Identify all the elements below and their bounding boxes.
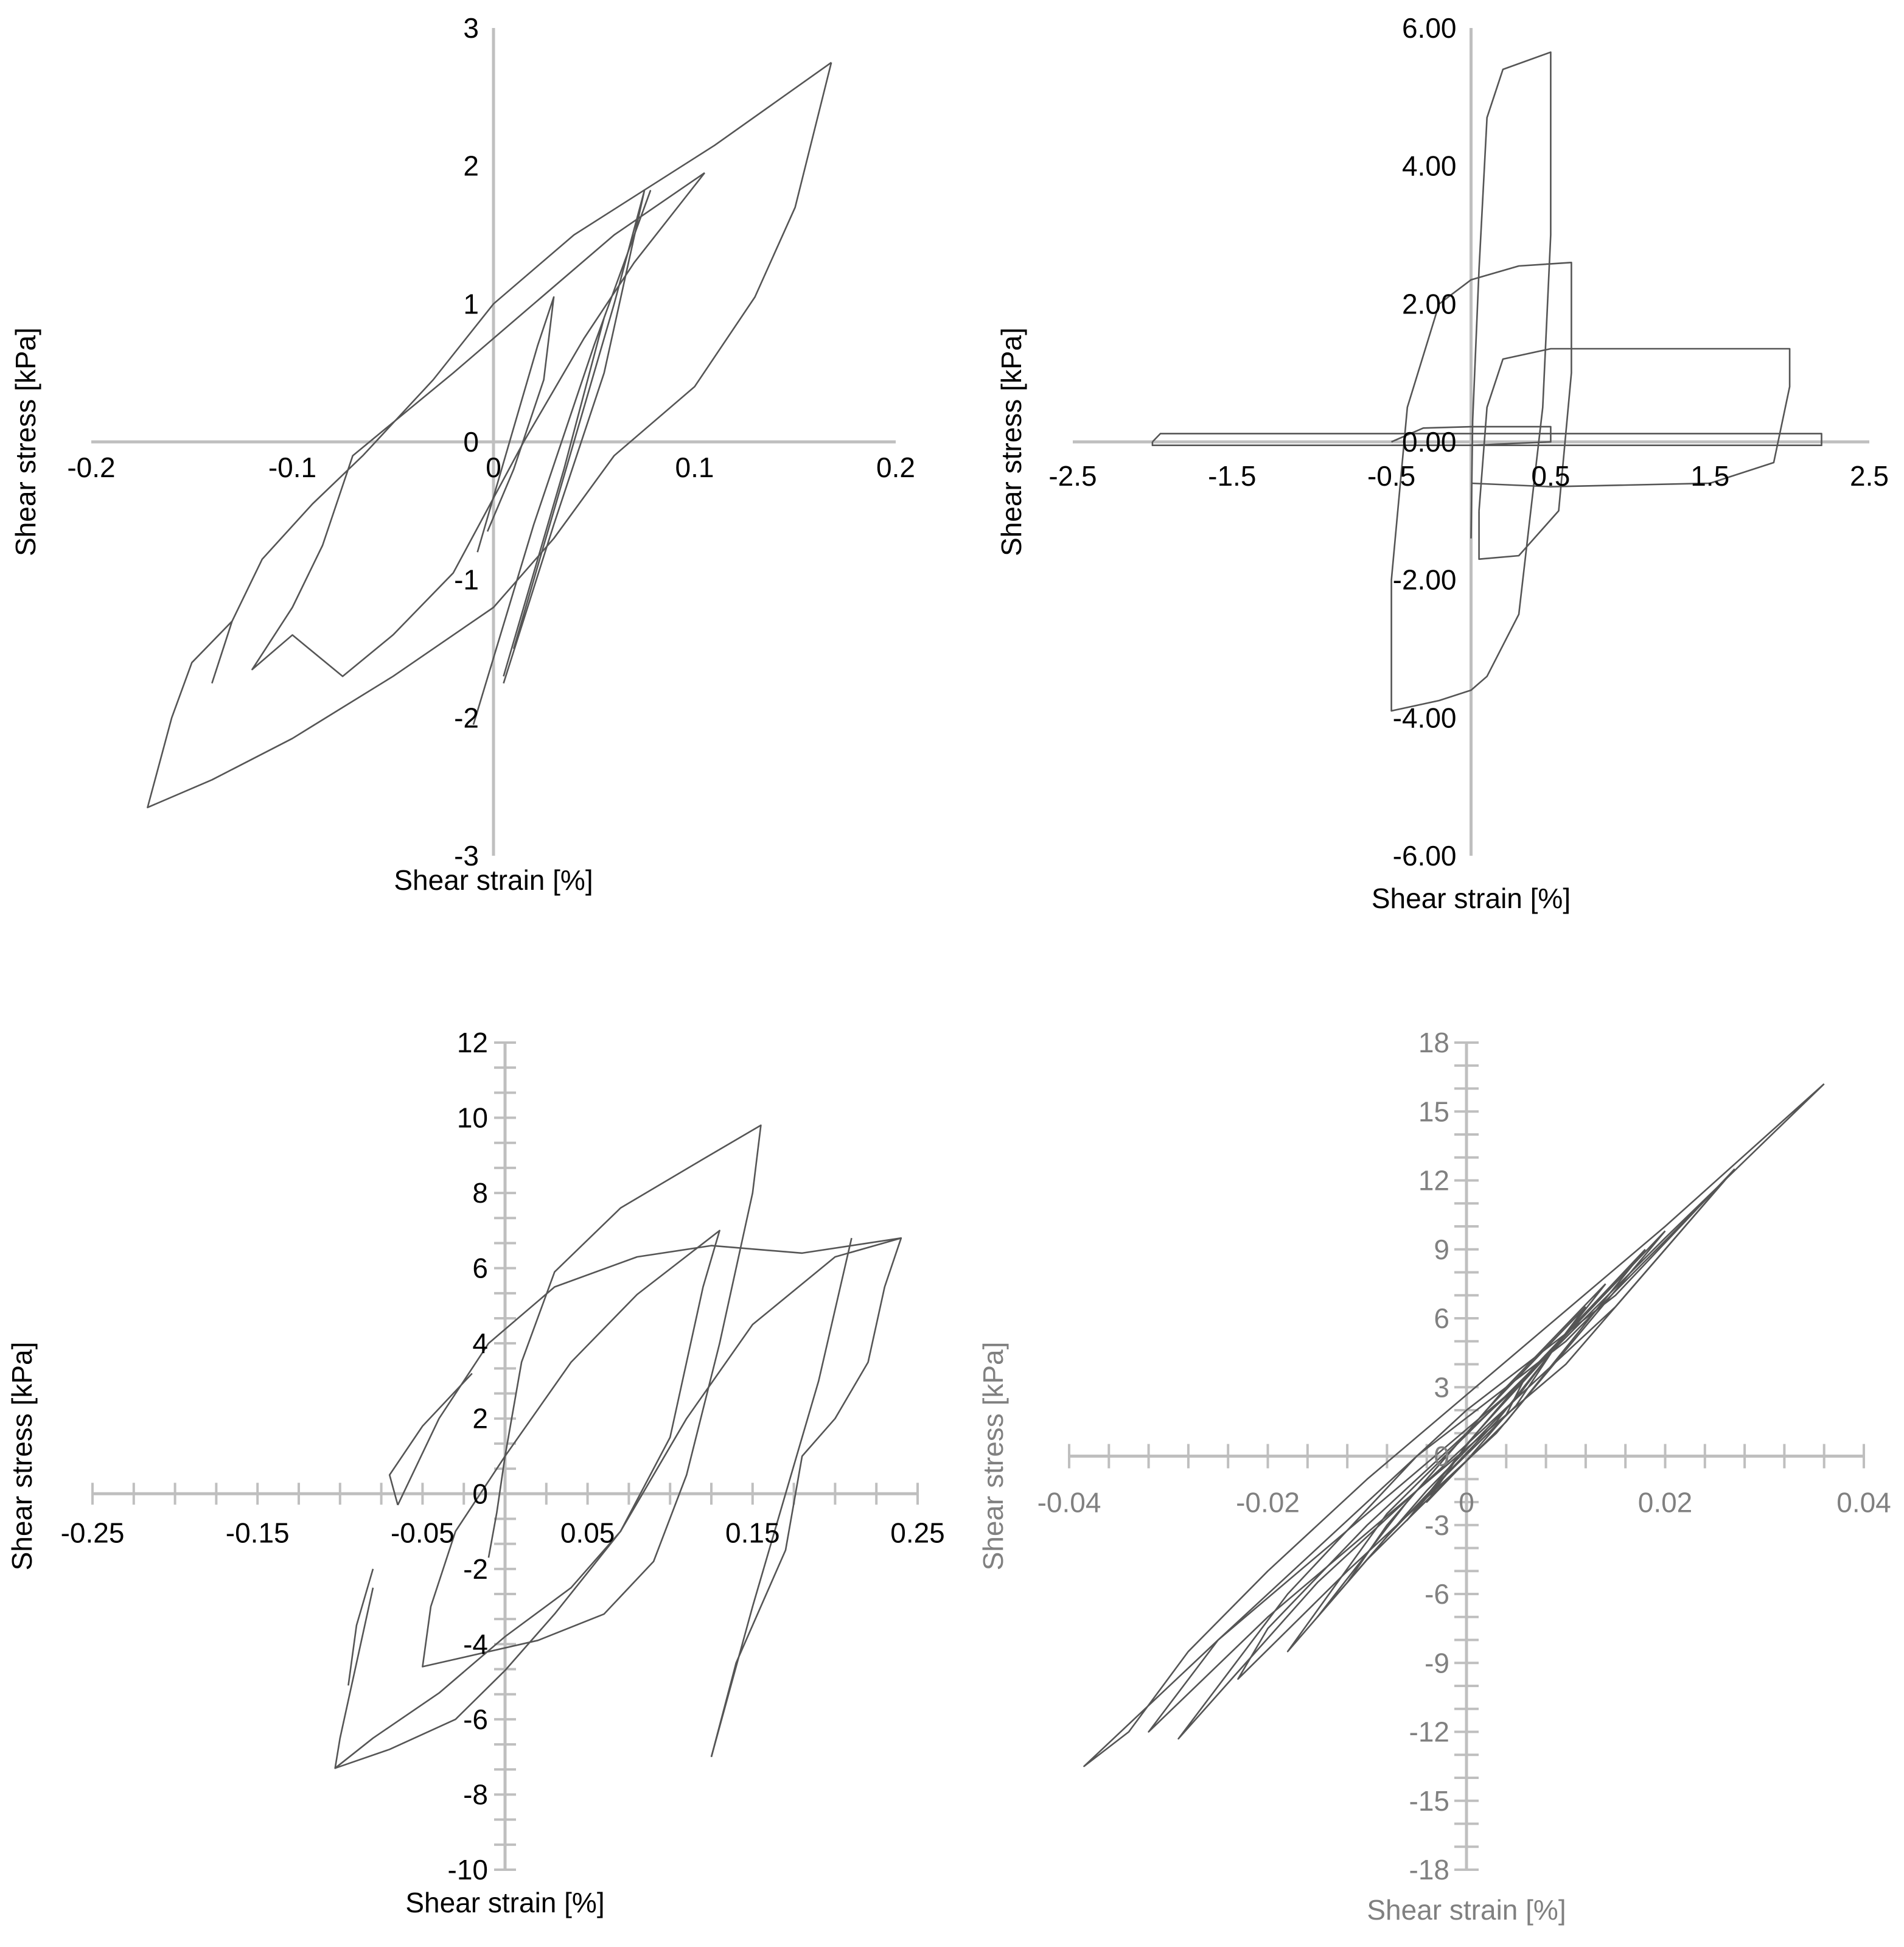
x-tick-label: 1.5: [1690, 460, 1729, 492]
series-line-8: [1426, 1375, 1527, 1503]
y-tick-label: -12: [1409, 1716, 1449, 1748]
y-tick-label: -2: [463, 1553, 488, 1585]
y-tick-label: 18: [1418, 1027, 1449, 1058]
x-tick-label: -0.05: [391, 1517, 455, 1548]
y-tick-label: 12: [1418, 1165, 1449, 1197]
y-tick-label: 6: [1434, 1302, 1449, 1334]
series-line-5: [147, 62, 832, 808]
x-tick-label: -0.2: [67, 452, 115, 483]
series-line-3: [1151, 433, 1822, 446]
y-tick-label: -18: [1409, 1854, 1449, 1886]
series-line-5: [1316, 1283, 1606, 1618]
y-tick-label: -10: [448, 1854, 488, 1886]
y-tick-label: 3: [463, 12, 479, 44]
series-line-2: [710, 1237, 853, 1758]
y-tick-label: -6.00: [1393, 840, 1457, 872]
x-tick-label: 0: [486, 452, 501, 483]
x-tick-label: -1.5: [1208, 460, 1256, 492]
x-axis-title: Shear strain [%]: [405, 1887, 604, 1918]
series-line-3: [347, 1568, 374, 1686]
y-tick-label: 8: [472, 1177, 488, 1209]
y-tick-label: -4: [463, 1628, 488, 1660]
x-axis-title: Shear strain [%]: [1367, 1894, 1566, 1926]
y-tick-label: 0: [1434, 1441, 1449, 1472]
x-tick-label: -0.04: [1037, 1487, 1101, 1519]
series-line-1: [472, 190, 652, 725]
x-tick-label: 0.15: [725, 1517, 780, 1548]
y-tick-label: 2: [472, 1403, 488, 1435]
y-axis-title: Shear stress [kPa]: [6, 1342, 38, 1571]
y-tick-label: 9: [1434, 1234, 1449, 1265]
x-tick-label: 0.1: [675, 452, 714, 483]
y-tick-label: -3: [454, 840, 479, 872]
x-tick-label: 0.02: [1638, 1487, 1693, 1519]
x-tick-label: 0: [1459, 1487, 1474, 1519]
x-tick-label: 2.5: [1850, 460, 1889, 492]
series-line-4: [211, 61, 832, 684]
x-tick-label: 0.05: [560, 1517, 615, 1548]
y-tick-label: 0: [472, 1478, 488, 1509]
y-tick-label: 3: [1434, 1371, 1449, 1403]
x-tick-label: -2.5: [1048, 460, 1097, 492]
y-tick-label: -8: [463, 1778, 488, 1810]
series-line-5: [388, 1372, 473, 1506]
y-tick-label: 2.00: [1402, 288, 1457, 320]
series-line-1: [335, 1237, 902, 1769]
y-tick-label: -3: [1425, 1509, 1449, 1541]
y-tick-label: 10: [457, 1102, 488, 1134]
series-line-0: [334, 1124, 762, 1769]
series-line-6: [1346, 1306, 1586, 1584]
y-tick-label: 0.00: [1402, 426, 1457, 458]
series-line-0: [1083, 1083, 1825, 1767]
y-tick-label: 1: [463, 288, 479, 320]
chart-top-right: -2.5 -1.5 -0.5 0.5 1.5 2.5 -6.00 -4.00 -2.00 0.00…: [996, 12, 1889, 914]
y-tick-label: -1: [454, 564, 479, 596]
x-tick-label: 0.5: [1531, 460, 1570, 492]
x-axis-title: Shear strain [%]: [1372, 883, 1571, 914]
x-tick-label: 0.25: [890, 1517, 945, 1548]
y-tick-label: 15: [1418, 1096, 1449, 1127]
chart-top-left: -0.2 -0.1 0 0.1 0.2 -3 -2 -1 0 1 2 3 Shear strain [%…: [10, 12, 915, 896]
x-tick-label: -0.5: [1367, 460, 1415, 492]
y-tick-label: 12: [457, 1027, 488, 1058]
series-line-0: [1390, 51, 1572, 712]
y-tick-label: -2: [454, 702, 479, 733]
y-tick-label: 6: [472, 1253, 488, 1284]
y-tick-label: -6: [463, 1704, 488, 1735]
y-tick-label: 6.00: [1402, 12, 1457, 44]
y-tick-label: 2: [463, 150, 479, 182]
x-axis-title: Shear strain [%]: [394, 864, 593, 896]
series-line-1: [1471, 348, 1791, 511]
chart-bottom-left: -0.25 -0.15 -0.05 0.05 0.15 0.25 -10 -8 -6 -4 -2 0 2…: [6, 1027, 945, 1918]
y-tick-label: -6: [1425, 1578, 1449, 1610]
y-axis-title: Shear stress [kPa]: [996, 327, 1027, 556]
y-tick-label: 0: [463, 426, 479, 458]
series-line-0: [476, 296, 555, 553]
y-tick-label: -9: [1425, 1647, 1449, 1679]
x-tick-label: 0.04: [1836, 1487, 1891, 1519]
y-tick-label: 4: [472, 1327, 488, 1359]
x-tick-label: -0.25: [61, 1517, 125, 1548]
y-tick-label: -4.00: [1393, 702, 1457, 733]
chart-bottom-right: -0.04 -0.02 0 0.02 0.04 -18 -15 -12 -9 -6 -3 0 3 6 9 12…: [977, 1027, 1891, 1926]
x-tick-label: -0.02: [1236, 1487, 1300, 1519]
y-tick-label: -15: [1409, 1785, 1449, 1817]
x-tick-label: 0.2: [876, 452, 915, 483]
y-axis-title: Shear stress [kPa]: [10, 327, 41, 556]
series-line-4: [397, 1237, 902, 1506]
series-line-7: [1406, 1345, 1557, 1522]
y-axis-title: Shear stress [kPa]: [977, 1342, 1009, 1571]
y-tick-label: 4.00: [1402, 150, 1457, 182]
y-tick-label: -2.00: [1393, 564, 1457, 596]
series-line-2: [1177, 1180, 1726, 1740]
series-line-3: [251, 172, 706, 677]
x-tick-label: -0.1: [268, 452, 316, 483]
x-tick-label: -0.15: [226, 1517, 290, 1548]
